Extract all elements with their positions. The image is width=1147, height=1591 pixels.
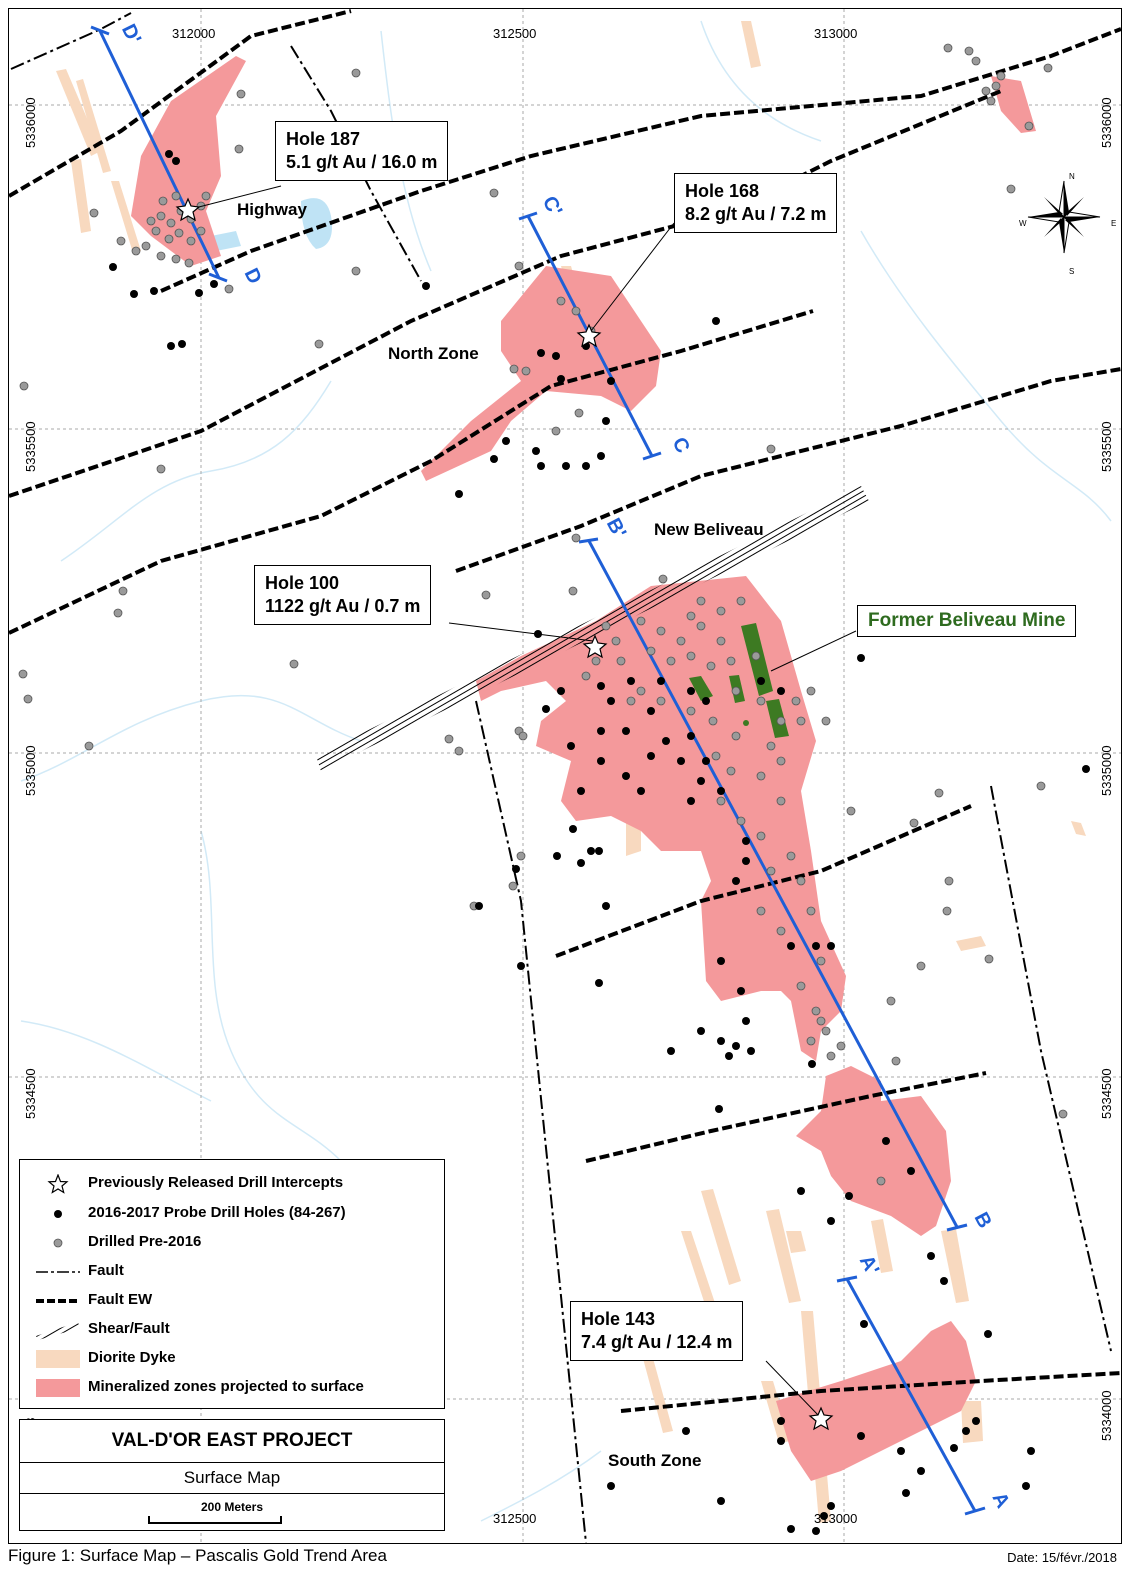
coord-right-y: 5335500 [1099, 421, 1114, 472]
shear-zones [316, 486, 869, 771]
legend-item: Diorite Dyke [20, 1345, 440, 1371]
coord-left-y: 5335500 [23, 421, 38, 472]
callout-hole: Hole 168 [685, 181, 760, 201]
pond-1 [301, 198, 332, 249]
former-mine-label: Former Beliveau Mine [857, 605, 1077, 637]
compass-e: E [1111, 219, 1117, 228]
divider [20, 1493, 444, 1494]
compass-w: W [1019, 219, 1027, 228]
grey-dot-icon [53, 1238, 63, 1248]
diorite-swatch-icon [36, 1350, 80, 1368]
legend: Previously Released Drill Intercepts 201… [19, 1159, 445, 1409]
callout-result: 1122 g/t Au / 0.7 m [265, 596, 421, 616]
scale-label: 200 Meters [200, 1500, 264, 1514]
project-title: VAL-D'OR EAST PROJECT [111, 1430, 353, 1451]
streams [20, 20, 1112, 1522]
compass-rose-icon [1027, 180, 1101, 254]
zone-label-highway: Highway [237, 200, 307, 219]
map-subtitle: Surface Map [183, 1468, 281, 1487]
callout-hole-187: Hole 187 5.1 g/t Au / 16.0 m [275, 121, 449, 181]
callout-result: 5.1 g/t Au / 16.0 m [286, 152, 438, 172]
coord-left-y: 5334500 [23, 1068, 38, 1119]
fault-ew-line-icon [36, 1299, 80, 1303]
coord-left-y: 5336000 [23, 97, 38, 148]
callout-hole: Hole 100 [265, 573, 340, 593]
map-date: Date: 15/févr./2018 [1007, 1550, 1117, 1565]
callout-result: 8.2 g/t Au / 7.2 m [685, 204, 827, 224]
coord-bottom-x: 313000 [814, 1511, 858, 1526]
compass-s: S [1069, 267, 1075, 276]
divider [20, 1462, 444, 1463]
legend-item: Mineralized zones projected to surface [20, 1374, 440, 1400]
legend-item: Fault [20, 1258, 440, 1284]
zone-label-north: North Zone [388, 344, 479, 363]
coord-top-x: 313000 [814, 26, 858, 41]
compass-n: N [1069, 172, 1075, 181]
callout-result: 7.4 g/t Au / 12.4 m [581, 1332, 733, 1352]
coord-left-y: 5335000 [23, 745, 38, 796]
faults [10, 12, 1112, 1543]
coord-top-x: 312500 [493, 26, 537, 41]
callout-hole: Hole 143 [581, 1309, 656, 1329]
figure-caption: Figure 1: Surface Map – Pascalis Gold Tr… [8, 1546, 387, 1565]
fault-line-icon [36, 1271, 80, 1273]
callout-hole: Hole 187 [286, 129, 361, 149]
map-canvas [9, 9, 1121, 1543]
mineralized-swatch-icon [36, 1379, 80, 1397]
coord-right-y: 5334500 [1099, 1068, 1114, 1119]
legend-item: Drilled Pre-2016 [20, 1229, 440, 1255]
drill-holes-2016-2017 [109, 150, 1090, 1535]
coord-right-y: 5336000 [1099, 97, 1114, 148]
callout-hole-100: Hole 100 1122 g/t Au / 0.7 m [254, 565, 432, 625]
map-frame: N S E W 312000 312500 313000 312500 3130… [8, 8, 1122, 1544]
pond-2 [211, 231, 241, 251]
faults-ew [9, 9, 1121, 1413]
legend-item: Fault EW [20, 1287, 440, 1313]
title-block: VAL-D'OR EAST PROJECT Surface Map 200 Me… [19, 1419, 445, 1531]
callout-hole-168: Hole 168 8.2 g/t Au / 7.2 m [674, 173, 838, 233]
star-icon [47, 1174, 69, 1194]
callout-hole-143: Hole 143 7.4 g/t Au / 12.4 m [570, 1301, 744, 1361]
drill-holes-pre-2016 [18, 43, 1068, 1186]
coord-right-y: 5334000 [1099, 1390, 1114, 1441]
zone-label-south: South Zone [608, 1451, 702, 1470]
coord-top-x: 312000 [172, 26, 216, 41]
leader-lines [190, 185, 857, 1417]
legend-item: 2016-2017 Probe Drill Holes (84-267) [20, 1200, 440, 1226]
legend-item: Shear/Fault [20, 1316, 440, 1342]
coord-right-y: 5335000 [1099, 745, 1114, 796]
released-intercepts [175, 197, 834, 1431]
shear-fault-icon [36, 1322, 80, 1340]
zone-label-new-beliveau: New Beliveau [654, 520, 764, 539]
scale-bar [148, 1516, 282, 1524]
coord-bottom-x: 312500 [493, 1511, 537, 1526]
black-dot-icon [54, 1210, 62, 1218]
legend-item: Previously Released Drill Intercepts [20, 1170, 440, 1196]
